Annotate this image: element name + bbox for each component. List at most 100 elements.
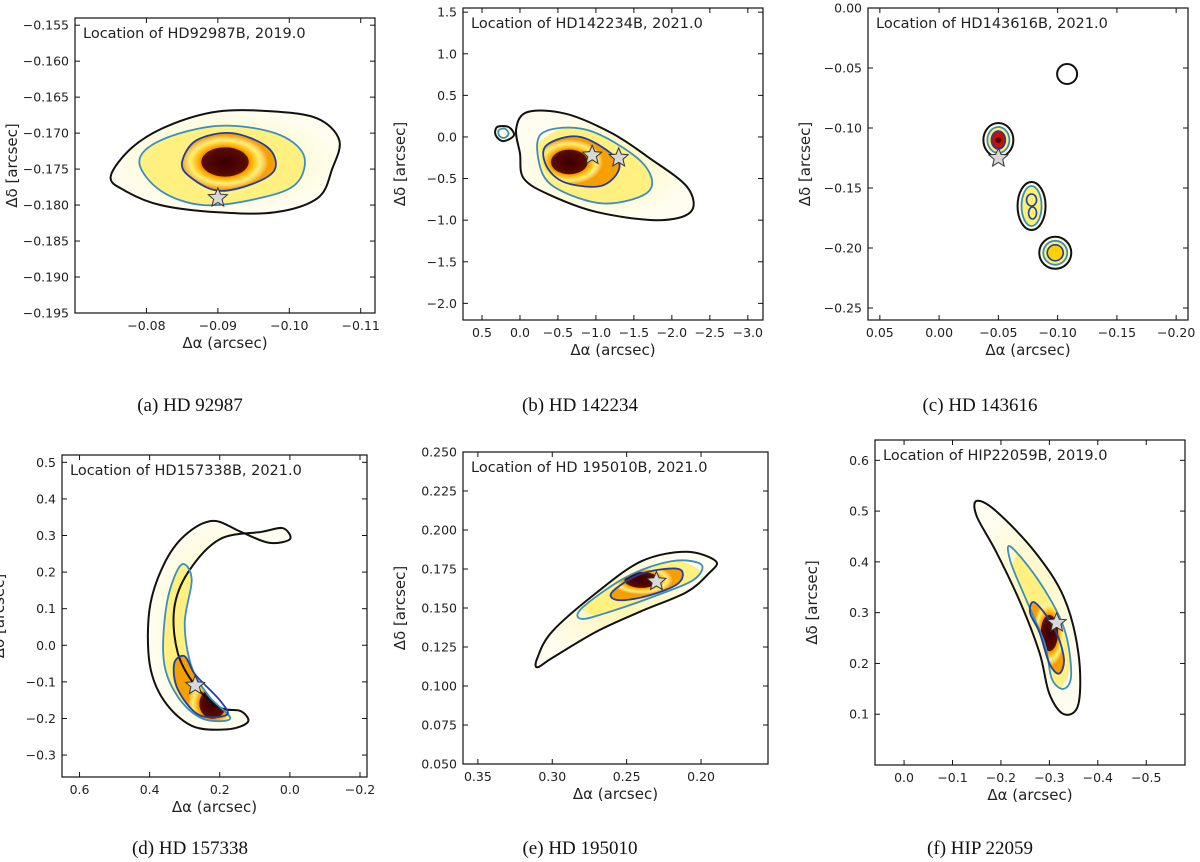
contour-outer <box>534 550 718 669</box>
y-tick-label: 0.6 <box>849 453 869 468</box>
y-tick-label: 0.225 <box>421 484 457 499</box>
blob-inner-2a <box>1025 193 1038 207</box>
x-tick-label: −0.05 <box>979 325 1017 340</box>
y-tick-label: −1.0 <box>427 213 457 228</box>
plot-area <box>62 455 367 777</box>
x-axis-label: Δα (arcsec) <box>172 798 257 816</box>
blob-core-0 <box>995 137 1002 143</box>
y-tick-label: 0.125 <box>421 640 457 655</box>
y-axis-label: Δδ [arcsec] <box>391 122 409 206</box>
y-tick-label: 0.2 <box>36 565 56 580</box>
y-tick-label: −1.5 <box>427 254 457 269</box>
x-tick-label: −2.5 <box>695 325 725 340</box>
y-tick-label: 0.0 <box>36 638 56 653</box>
chart-title: Location of HD157338B, 2021.0 <box>70 463 302 479</box>
chart-5: 0.35 0.30 0.25 0.20 0.250 0.225 0.200 0.175 0.15… <box>391 445 769 803</box>
contour-inner <box>172 654 229 719</box>
y-axis-label: Δδ [arcsec] <box>796 122 814 206</box>
y-tick-label: 0.4 <box>849 554 869 569</box>
chart-title: Location of HD92987B, 2019.0 <box>83 26 306 42</box>
x-tick-label: −0.15 <box>1098 325 1136 340</box>
contour-inner <box>542 135 621 188</box>
contour-outer <box>146 519 292 731</box>
companion-star-marker-0 <box>581 144 603 165</box>
plot-frame <box>74 17 376 314</box>
y-tick-label: 0.150 <box>421 601 457 616</box>
y-tick-label: −0.20 <box>824 241 862 256</box>
contour-inner <box>609 567 684 602</box>
x-tick-label: 0.5 <box>472 325 492 340</box>
x-tick-label: −0.5 <box>1131 770 1161 785</box>
y-tick-label: 1.5 <box>437 5 457 20</box>
blob-inner-2b <box>1027 206 1038 220</box>
plot-area <box>75 18 375 313</box>
chart-title: Location of HD142234B, 2021.0 <box>471 16 703 32</box>
y-tick-label: −0.195 <box>23 306 69 321</box>
heat-peak <box>201 147 249 177</box>
plot-area <box>463 8 763 320</box>
x-tick-label: 0.0 <box>510 325 530 340</box>
y-tick-label: −0.160 <box>23 54 69 69</box>
x-tick-label: −0.10 <box>270 318 308 333</box>
x-tick-label: −0.20 <box>1157 325 1195 340</box>
x-tick-label: 0.35 <box>464 769 492 784</box>
y-tick-label: 0.050 <box>421 757 457 772</box>
companion-star-marker-0 <box>207 186 229 208</box>
blob-inner-1 <box>1046 244 1065 262</box>
y-tick-label: −0.25 <box>824 301 862 316</box>
heat-layer <box>139 125 305 206</box>
x-tick-label: 0.25 <box>613 769 641 784</box>
plot-frame <box>462 7 764 321</box>
x-tick-label: −0.09 <box>199 318 237 333</box>
chart-title: Location of HD 195010B, 2021.0 <box>471 460 707 476</box>
y-tick-label: −0.05 <box>824 61 862 76</box>
x-tick-label: −0.11 <box>342 318 380 333</box>
chart-2: 0.5 0.0 −0.5 −1.0 −1.5 −2.0 −2.5 −3.0 1.5 1.0 0.5 0… <box>391 5 764 359</box>
x-tick-label: −0.5 <box>543 325 573 340</box>
open-circle <box>1056 63 1079 85</box>
chart-4: 0.6 0.4 0.2 0.0 −0.2 0.5 0.4 0.3 0.2 0.1 0.0 −0.1 −0… <box>0 454 375 816</box>
y-tick-label: −0.5 <box>427 171 457 186</box>
y-tick-label: 0.5 <box>36 455 56 470</box>
y-tick-label: −2.0 <box>427 296 457 311</box>
y-tick-label: 0.5 <box>437 88 457 103</box>
x-tick-label: 0.0 <box>894 770 914 785</box>
companion-star-marker-0 <box>987 146 1010 168</box>
x-tick-label: −0.08 <box>127 318 165 333</box>
x-tick-label: −0.1 <box>937 770 967 785</box>
x-tick-label: −0.2 <box>986 770 1016 785</box>
contour-outer-island <box>494 124 516 143</box>
companion-star-marker-1 <box>607 146 630 167</box>
y-axis-label: Δδ [arcsec] <box>0 574 8 658</box>
y-tick-label: −0.180 <box>23 198 69 213</box>
y-tick-label: 0.1 <box>36 601 56 616</box>
x-tick-label: 0.30 <box>538 769 566 784</box>
x-tick-label: −0.4 <box>1083 770 1113 785</box>
plot-background <box>868 8 1188 320</box>
x-tick-label: 0.05 <box>866 325 894 340</box>
companion-star-marker-0 <box>184 674 206 695</box>
x-axis-label: Δα (arcsec) <box>182 334 267 352</box>
x-tick-label: 0.0 <box>280 782 300 797</box>
x-tick-label: 0.00 <box>925 325 953 340</box>
contour-mid <box>138 124 306 207</box>
plot-area <box>868 8 1188 320</box>
y-axis-label: Δδ [arcsec] <box>391 566 409 650</box>
y-tick-label: 0.4 <box>36 491 56 506</box>
y-tick-label: 0.00 <box>834 1 862 16</box>
x-tick-label: 0.20 <box>687 769 715 784</box>
contour-outer <box>514 109 695 222</box>
x-tick-label: −3.0 <box>733 325 763 340</box>
contour-mid <box>576 559 704 620</box>
y-tick-label: −0.155 <box>23 18 69 33</box>
y-tick-label: 0.075 <box>421 718 457 733</box>
caption-b: (b) HD 142234 <box>521 395 639 416</box>
contour-mid <box>162 563 232 723</box>
y-tick-label: 1.0 <box>437 46 457 61</box>
x-tick-label: −2.0 <box>657 325 687 340</box>
y-tick-label: −0.175 <box>23 162 69 177</box>
y-tick-label: 0.2 <box>849 656 869 671</box>
y-axis-label: Δδ [arcsec] <box>803 560 821 644</box>
y-tick-label: 0.175 <box>421 562 457 577</box>
